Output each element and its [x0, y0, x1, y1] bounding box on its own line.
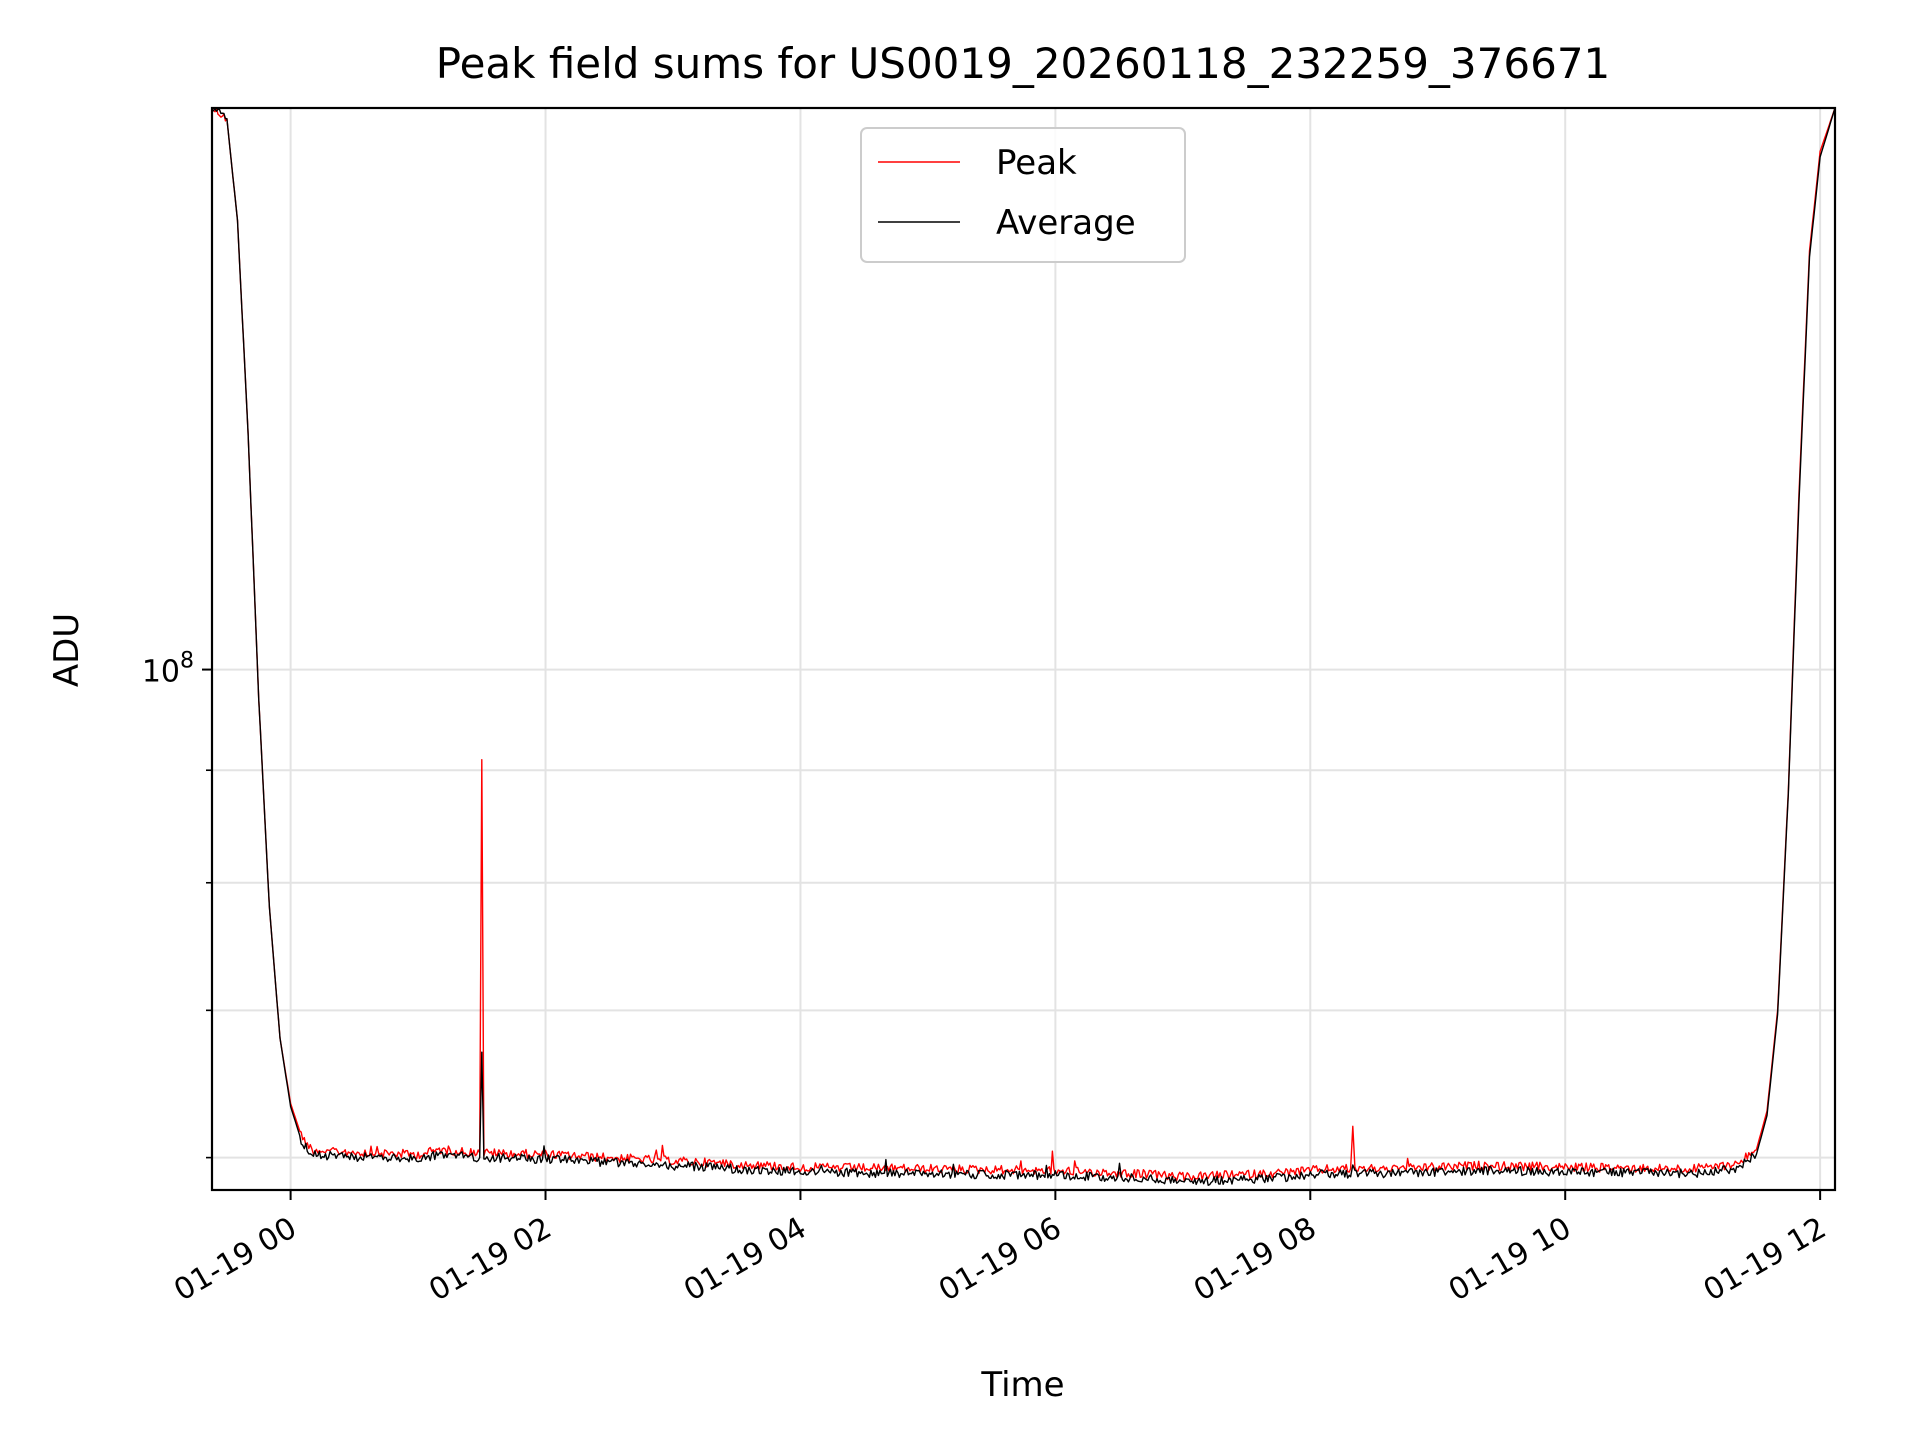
grid [212, 108, 1835, 1190]
legend-label-peak: Peak [996, 143, 1077, 183]
legend: Peak Average [860, 127, 1186, 263]
series-layer [211, 107, 1836, 1187]
y-axis-label: ADU [47, 613, 87, 687]
chart-title: Peak field sums for US0019_20260118_2322… [436, 39, 1611, 88]
y-tick-label: 108 [142, 649, 194, 690]
y-axis-ticks: 108 [142, 649, 212, 1159]
y-tick-label-base: 10 [142, 655, 180, 690]
x-axis-label: Time [980, 1365, 1064, 1405]
series-line-average [211, 107, 1836, 1187]
plot-frame [210, 106, 1837, 1192]
y-tick-label-exponent: 8 [180, 649, 194, 674]
legend-label-average: Average [996, 203, 1136, 243]
